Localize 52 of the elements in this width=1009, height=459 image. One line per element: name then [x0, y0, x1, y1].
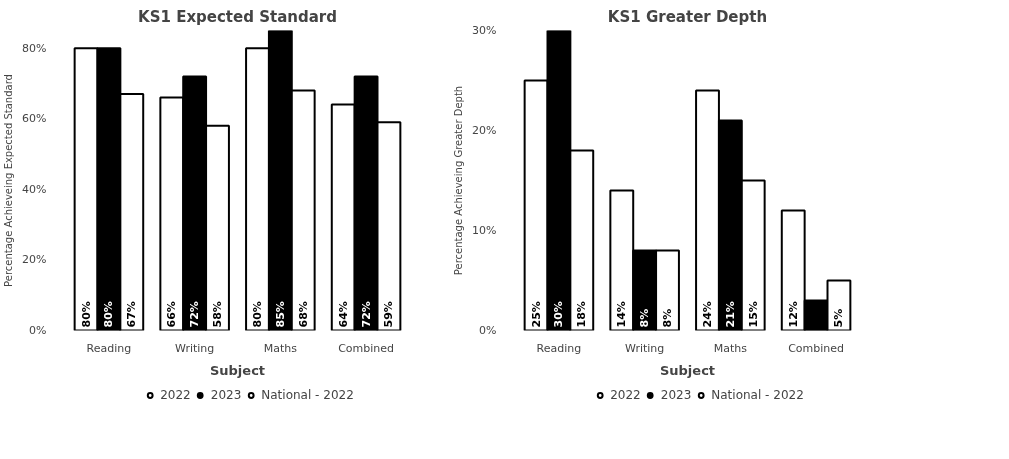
data-label: 25%: [529, 301, 543, 328]
data-label: 58%: [211, 301, 224, 328]
data-label: 80%: [251, 301, 264, 328]
data-label: 24%: [701, 301, 714, 328]
y-axis-title: Percentage Achieveing Greater Depth: [453, 85, 465, 276]
y-tick-label: 60%: [22, 112, 47, 126]
data-label: 21%: [723, 301, 737, 328]
x-tick-label: Writing: [625, 341, 665, 355]
x-tick-label: Reading: [86, 341, 132, 355]
y-tick-label: 80%: [22, 41, 47, 55]
x-tick-label: Maths: [263, 341, 298, 355]
y-axis-title: Percentage Achieveing Expected Standard: [3, 74, 15, 287]
data-label: 72%: [188, 301, 202, 328]
legend-label: 2022: [610, 388, 641, 402]
data-label: 18%: [575, 301, 589, 328]
legend-label: 2023: [660, 388, 692, 402]
data-label: 15%: [746, 301, 760, 328]
data-label: 59%: [382, 301, 396, 328]
y-tick-label: 40%: [22, 182, 47, 196]
y-tick-label: 0%: [479, 324, 497, 337]
data-label: 12%: [786, 301, 800, 328]
data-label: 8%: [661, 308, 674, 328]
legend-label: 2022: [160, 388, 191, 402]
x-tick-label: Combined: [338, 341, 395, 355]
y-tick-label: 20%: [22, 253, 47, 267]
x-tick-label: Combined: [788, 341, 845, 355]
y-tick-label: 20%: [472, 124, 497, 137]
chart-title: KS1 Greater Depth: [607, 7, 768, 26]
legend-label: 2023: [210, 388, 242, 402]
x-tick-label: Maths: [713, 341, 748, 355]
legend-label: National - 2022: [711, 388, 804, 402]
data-label: 72%: [359, 301, 373, 328]
y-tick-label: 0%: [29, 324, 47, 337]
data-label: 5%: [832, 308, 846, 328]
data-label: 80%: [102, 301, 116, 328]
data-label: 85%: [273, 301, 287, 328]
data-label: 66%: [165, 301, 179, 328]
y-tick-label: 10%: [472, 224, 497, 237]
data-label: 14%: [615, 301, 629, 328]
data-label: 30%: [552, 301, 566, 328]
x-tick-label: Reading: [536, 341, 582, 355]
chart-title: KS1 Expected Standard: [138, 7, 337, 26]
data-label: 64%: [336, 301, 350, 328]
x-axis-title: Subject: [209, 362, 266, 378]
x-axis-title: Subject: [659, 362, 716, 378]
data-label: 8%: [638, 308, 652, 328]
legend-label: National - 2022: [261, 388, 354, 402]
data-label: 68%: [296, 301, 310, 328]
x-tick-label: Writing: [175, 341, 215, 355]
data-label: 67%: [125, 301, 139, 328]
y-tick-label: 30%: [472, 24, 497, 37]
data-label: 80%: [79, 301, 93, 328]
